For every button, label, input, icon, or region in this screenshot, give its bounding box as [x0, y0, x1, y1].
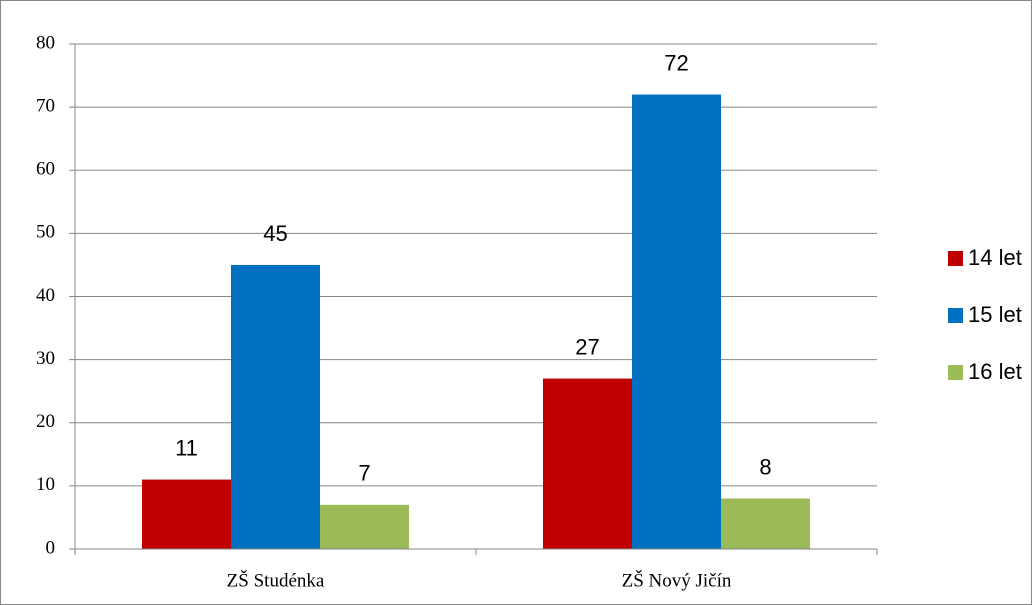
- data-label: 27: [575, 334, 599, 359]
- x-tick-label: ZŠ Nový Jičín: [622, 569, 732, 591]
- data-label: 45: [263, 221, 287, 246]
- legend-swatch: [948, 251, 963, 266]
- y-tick-label: 20: [36, 411, 55, 432]
- legend-swatch: [948, 308, 963, 323]
- y-tick-label: 0: [46, 537, 56, 558]
- y-tick-label: 70: [36, 95, 55, 116]
- bar: [231, 264, 320, 549]
- legend-swatch: [948, 365, 963, 380]
- legend-label: 16 let: [968, 359, 1022, 384]
- legend-label: 15 let: [968, 302, 1022, 327]
- bar: [632, 94, 721, 549]
- bar: [721, 498, 810, 549]
- bar: [320, 504, 409, 549]
- y-tick-label: 50: [36, 222, 55, 243]
- bar: [142, 479, 231, 549]
- data-label: 7: [358, 461, 370, 486]
- data-label: 11: [175, 435, 198, 460]
- y-tick-label: 10: [36, 474, 55, 495]
- data-label: 72: [664, 50, 688, 75]
- y-tick-label: 40: [36, 285, 55, 306]
- y-tick-label: 80: [36, 32, 55, 53]
- bar: [543, 378, 632, 549]
- x-tick-label: ZŠ Studénka: [227, 569, 325, 591]
- y-tick-label: 60: [36, 159, 55, 180]
- y-tick-label: 30: [36, 348, 55, 369]
- data-label: 8: [759, 454, 771, 479]
- legend-label: 14 let: [968, 245, 1022, 270]
